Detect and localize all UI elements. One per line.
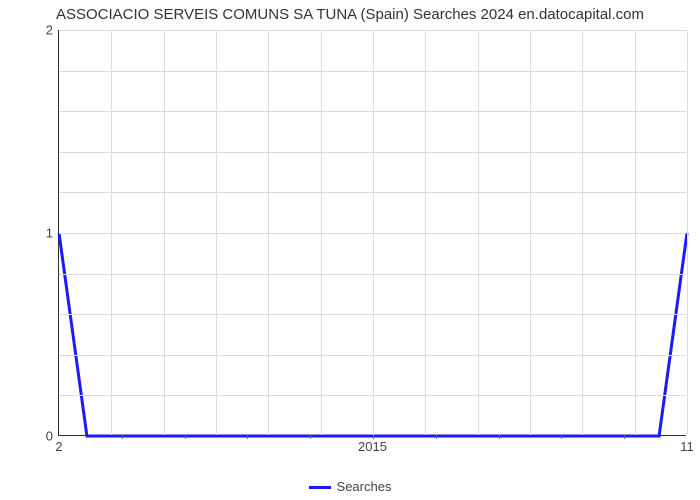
grid-line-v: [373, 30, 374, 435]
legend: Searches: [0, 479, 700, 494]
x-minor-tick: [499, 435, 500, 439]
plot-area: 2015 012211: [58, 30, 686, 436]
legend-swatch: [309, 486, 331, 489]
x-minor-tick: [561, 435, 562, 439]
grid-line-v: [530, 30, 531, 435]
x-minor-tick: [122, 435, 123, 439]
x-minor-tick: [436, 435, 437, 439]
grid-line-v: [582, 30, 583, 435]
grid-line-v: [478, 30, 479, 435]
grid-line-v: [216, 30, 217, 435]
x-axis-center-label: 2015: [358, 439, 387, 454]
grid-line-v: [268, 30, 269, 435]
x-tick-left: 2: [55, 439, 62, 454]
x-minor-tick: [373, 435, 374, 439]
y-tick-label: 1: [46, 226, 53, 241]
grid-line-v: [321, 30, 322, 435]
grid-line-v: [164, 30, 165, 435]
x-minor-tick: [624, 435, 625, 439]
grid-line-v: [687, 30, 688, 435]
grid-line-v: [635, 30, 636, 435]
y-tick-label: 0: [46, 429, 53, 444]
x-minor-tick: [247, 435, 248, 439]
grid-line-v: [111, 30, 112, 435]
x-minor-tick: [310, 435, 311, 439]
x-tick-right: 11: [680, 439, 694, 454]
chart-title: ASSOCIACIO SERVEIS COMUNS SA TUNA (Spain…: [0, 6, 700, 23]
grid-line-v: [425, 30, 426, 435]
legend-label: Searches: [337, 479, 392, 494]
y-tick-label: 2: [46, 23, 53, 38]
chart-container: ASSOCIACIO SERVEIS COMUNS SA TUNA (Spain…: [0, 0, 700, 500]
x-minor-tick: [185, 435, 186, 439]
